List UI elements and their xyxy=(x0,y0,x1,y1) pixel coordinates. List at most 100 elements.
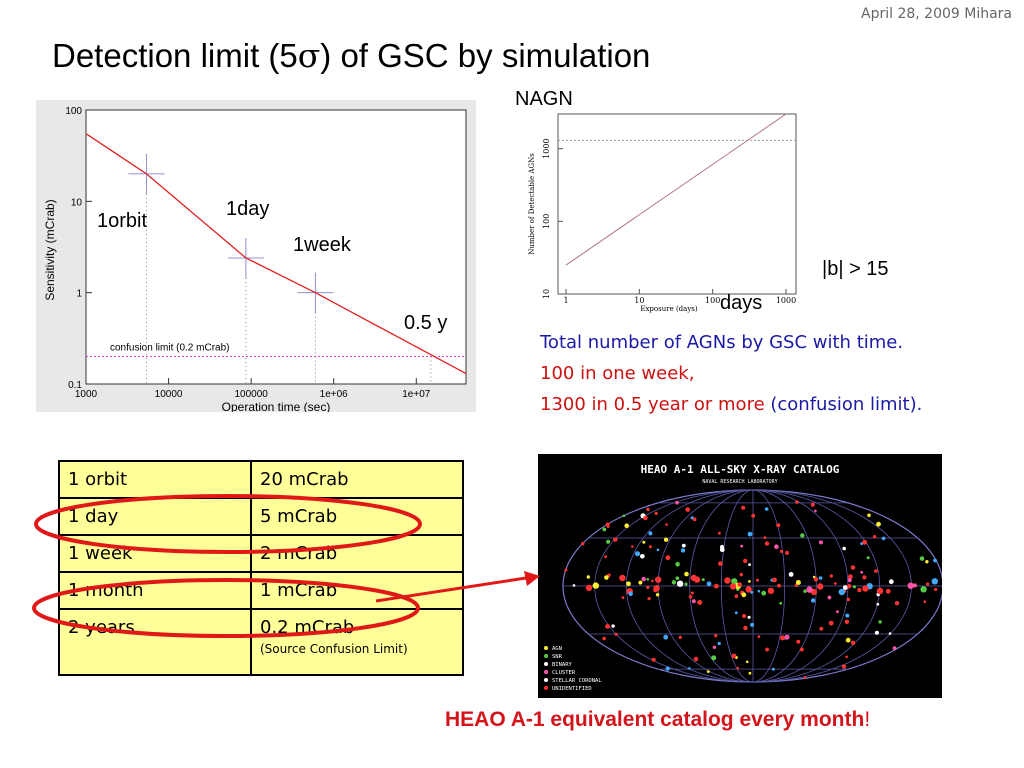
x-ray-source xyxy=(731,653,737,659)
x-ray-source xyxy=(743,558,748,564)
x-ray-source xyxy=(813,577,819,582)
x-ray-source xyxy=(724,577,731,584)
x-ray-source xyxy=(842,585,848,590)
x-ray-source xyxy=(681,543,686,548)
x-ray-source xyxy=(841,664,847,669)
x-ray-source xyxy=(842,546,846,551)
x-ray-source xyxy=(919,556,925,561)
heao-map-subtitle: NAVAL RESEARCH LABORATORY xyxy=(702,479,777,485)
period-cell: 1 day xyxy=(58,497,252,536)
x-tick-label: 1000 xyxy=(75,389,98,400)
sensitivity-plot-area xyxy=(85,109,467,385)
x-ray-source xyxy=(767,587,775,595)
legend-dot xyxy=(544,654,548,658)
x-ray-source xyxy=(876,521,881,527)
marker-label-1week: 1week xyxy=(293,234,351,256)
x-ray-source xyxy=(846,597,851,602)
x-ray-source xyxy=(693,656,699,662)
y-tick-label: 10 xyxy=(71,197,83,208)
x-ray-source xyxy=(743,625,748,631)
x-ray-source xyxy=(581,542,585,546)
x-ray-source xyxy=(614,632,618,636)
legend-label: AGN xyxy=(552,646,562,652)
x-ray-source xyxy=(572,584,576,587)
x-ray-source xyxy=(665,523,668,526)
x-ray-source xyxy=(631,545,634,548)
x-ray-source xyxy=(885,588,891,594)
x-ray-source xyxy=(737,582,742,587)
x-ray-source xyxy=(692,517,697,522)
slide-title: Detection limit (5σ) of GSC by simulatio… xyxy=(52,36,650,75)
x-ray-source xyxy=(810,502,815,507)
heao-caption-text: HEAO A-1 equivalent catalog every month xyxy=(445,708,865,731)
x-ray-source xyxy=(611,624,615,628)
x-ray-source xyxy=(642,540,646,544)
x-tick-label: 1e+06 xyxy=(320,389,349,400)
x-ray-source xyxy=(867,513,871,518)
x-ray-source xyxy=(688,595,693,599)
x-ray-source xyxy=(818,540,823,545)
period-cell: 1 week xyxy=(58,534,252,573)
x-ray-source xyxy=(626,581,631,587)
x-ray-source xyxy=(836,610,839,614)
sensitivity-cell: 0.2 mCrab (Source Confusion Limit) xyxy=(250,608,464,676)
x-ray-source xyxy=(706,581,712,587)
x-ray-source xyxy=(934,587,938,592)
legend-label: SNR xyxy=(552,654,563,660)
x-ray-source xyxy=(845,613,850,618)
x-ray-source xyxy=(740,544,744,548)
x-ray-source xyxy=(852,585,856,589)
x-ray-source xyxy=(655,593,660,597)
x-ray-source xyxy=(656,548,660,552)
x-ray-source xyxy=(592,582,599,589)
x-ray-source xyxy=(676,580,684,587)
x-ray-source xyxy=(806,586,813,593)
x-ray-source xyxy=(779,601,783,605)
x-ray-source xyxy=(748,671,752,675)
x-ray-source xyxy=(844,619,850,624)
galactic-latitude-cut: |b| > 15 xyxy=(822,258,889,280)
x-ray-source xyxy=(697,600,703,605)
x-ray-source xyxy=(799,647,804,652)
marker-label-1orbit: 1orbit xyxy=(97,210,148,232)
sensitivity-y-label: Sensitivity (mCrab) xyxy=(43,199,57,300)
x-ray-source xyxy=(814,509,817,513)
x-ray-source xyxy=(845,637,851,643)
x-ray-source xyxy=(800,533,805,538)
x-ray-source xyxy=(602,636,606,641)
x-ray-source xyxy=(678,635,682,639)
x-ray-source xyxy=(757,635,761,638)
x-ray-source xyxy=(803,589,807,593)
agn-chart: 1 10 100 1000 10 100 1000 Number of Detectable… xyxy=(528,113,797,313)
table-row: 1 day 5 mCrab xyxy=(58,497,464,536)
x-ray-source xyxy=(850,640,856,645)
agn-chart-title: NAGN xyxy=(515,88,573,110)
x-ray-source xyxy=(688,667,691,670)
x-ray-source xyxy=(745,660,749,664)
x-ray-source xyxy=(933,558,937,563)
x-ray-source xyxy=(654,511,658,515)
agn-plot-area xyxy=(557,113,797,295)
x-ray-source xyxy=(847,584,852,589)
table-row: 2 years 0.2 mCrab (Source Confusion Limit) xyxy=(58,608,464,676)
x-ray-source xyxy=(624,523,629,528)
x-ray-source xyxy=(701,578,705,582)
x-ray-source xyxy=(675,576,680,580)
legend-dot xyxy=(544,646,548,650)
confusion-limit-label: confusion limit (0.2 mCrab) xyxy=(110,343,229,354)
agn-y-tick-label: 100 xyxy=(542,214,551,229)
y-tick-label: 1 xyxy=(76,289,82,300)
x-ray-source xyxy=(894,601,900,606)
x-ray-source xyxy=(606,539,611,544)
x-ray-source xyxy=(777,583,781,588)
x-ray-source xyxy=(827,595,832,600)
x-ray-source xyxy=(788,572,794,577)
x-ray-source xyxy=(817,583,824,590)
x-ray-source xyxy=(622,514,626,517)
x-ray-source xyxy=(925,560,929,564)
x-ray-source xyxy=(711,655,717,661)
agn-x-tick-label: 1 xyxy=(563,296,568,305)
legend-dot xyxy=(544,662,548,666)
x-ray-source xyxy=(604,575,609,580)
x-ray-source xyxy=(829,574,833,578)
